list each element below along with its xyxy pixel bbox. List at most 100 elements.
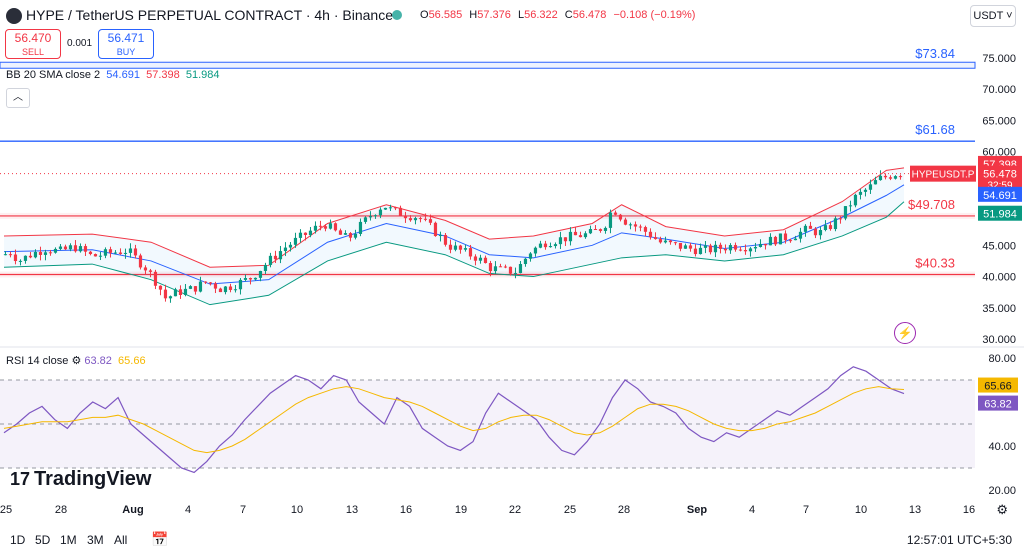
rsi-value-tag [978,377,1018,393]
symbol-title[interactable]: HYPE / TetherUS PERPETUAL CONTRACT · 4h … [26,7,393,23]
candle-body [183,288,188,295]
candle-body [748,248,753,252]
timeframe-1m[interactable]: 1M [60,533,77,547]
price-axis-tick: 35.000 [982,303,1016,315]
candle-body [638,226,643,228]
tradingview-mark-icon: 17 [10,469,31,489]
countdown-value: 32:59 [987,181,1012,192]
candle-body [798,231,803,239]
candle-body [568,231,573,242]
candle-body [733,245,738,250]
last-price-value: 56.478 [983,169,1017,181]
candle-body [633,224,638,227]
candle-body [453,245,458,250]
candle-body [803,225,808,232]
candle-body [363,217,368,222]
bb-fill [4,167,904,305]
candle-body [268,255,273,265]
candle-body [58,246,63,249]
currency-dropdown[interactable]: USDT ˅ [970,5,1016,27]
candle-body [123,252,128,254]
candle-body [838,218,843,220]
timeframe-3m[interactable]: 3M [87,533,104,547]
low-value: 56.322 [524,9,558,21]
candle-body [753,246,758,249]
candle-body [808,225,813,229]
calendar-icon[interactable]: 📅 [151,531,169,547]
bb-upper-value: 57.398 [146,69,180,81]
candle-body [8,254,13,256]
candle-body [833,218,838,230]
sell-price: 56.470 [14,31,52,45]
candle-body [238,279,243,290]
candle-body [698,247,703,255]
time-axis-tick: 13 [909,504,921,516]
candle-body [93,254,98,257]
candle-body [38,251,43,255]
candle-body [458,245,463,250]
symbol-tag [910,165,976,182]
candle-body [428,219,433,223]
candle-body [703,245,708,248]
candle-body [738,249,743,251]
candle-body [133,248,138,256]
bb-legend[interactable]: BB 20 SMA close 2 54.691 57.398 51.984 [6,69,220,81]
candle-body [408,218,413,221]
candle-body [318,225,323,227]
candle-body [228,286,233,290]
market-open-indicator-icon [392,10,402,20]
candle-body [263,264,268,271]
candle-body [308,230,313,236]
candle-body [883,175,888,178]
candle-body [658,239,663,243]
candle-body [253,277,258,280]
rsi-value-tag [978,395,1018,411]
candle-body [248,278,253,280]
candle-body [138,255,143,268]
candle-body [153,271,158,286]
level-label: $40.33 [915,255,955,270]
candle-body [593,229,598,231]
candle-body [688,245,693,249]
rsi-settings-icon[interactable]: ⚙ [71,355,82,367]
chart-settings-icon[interactable]: ⚙ [996,502,1008,517]
candle-body [858,191,863,195]
buy-button[interactable]: 56.471 BUY [98,29,154,59]
candle-body [718,244,723,249]
candle-body [313,225,318,231]
lightning-icon[interactable]: ⚡ [894,322,916,344]
rsi-value-text: 65.66 [984,381,1012,393]
candle-body [73,245,78,252]
timeframe-1d[interactable]: 1D [10,533,26,547]
candle-body [598,229,603,231]
candle-body [788,240,793,242]
time-axis-tick: 25 [564,504,576,516]
candle-body [443,234,448,245]
open-value: 56.585 [428,9,463,21]
candle-body [743,250,748,252]
candle-body [548,246,553,248]
candle-body [768,236,773,246]
timeframe-5d[interactable]: 5D [35,533,51,547]
sell-button[interactable]: 56.470 SELL [5,29,61,59]
collapse-legend-button[interactable]: ︿ [6,88,30,108]
candle-body [283,247,288,252]
timeframe-all[interactable]: All [114,533,128,547]
candle-body [713,244,718,253]
candle-body [608,212,613,228]
candle-body [158,285,163,290]
candle-body [678,242,683,249]
candle-body [813,228,818,236]
time-axis-tick: 22 [509,504,521,516]
candle-body [653,237,658,240]
candle-body [518,264,523,274]
candle-body [223,286,228,293]
close-key: C [564,9,573,21]
candle-body [763,243,768,246]
rsi-ma-value: 65.66 [118,355,146,367]
change-value: −0.108 (−0.19%) [613,9,696,21]
rsi-legend[interactable]: RSI 14 close ⚙ 63.82 65.66 [6,354,146,367]
candle-body [793,238,798,241]
candle-body [188,286,193,289]
